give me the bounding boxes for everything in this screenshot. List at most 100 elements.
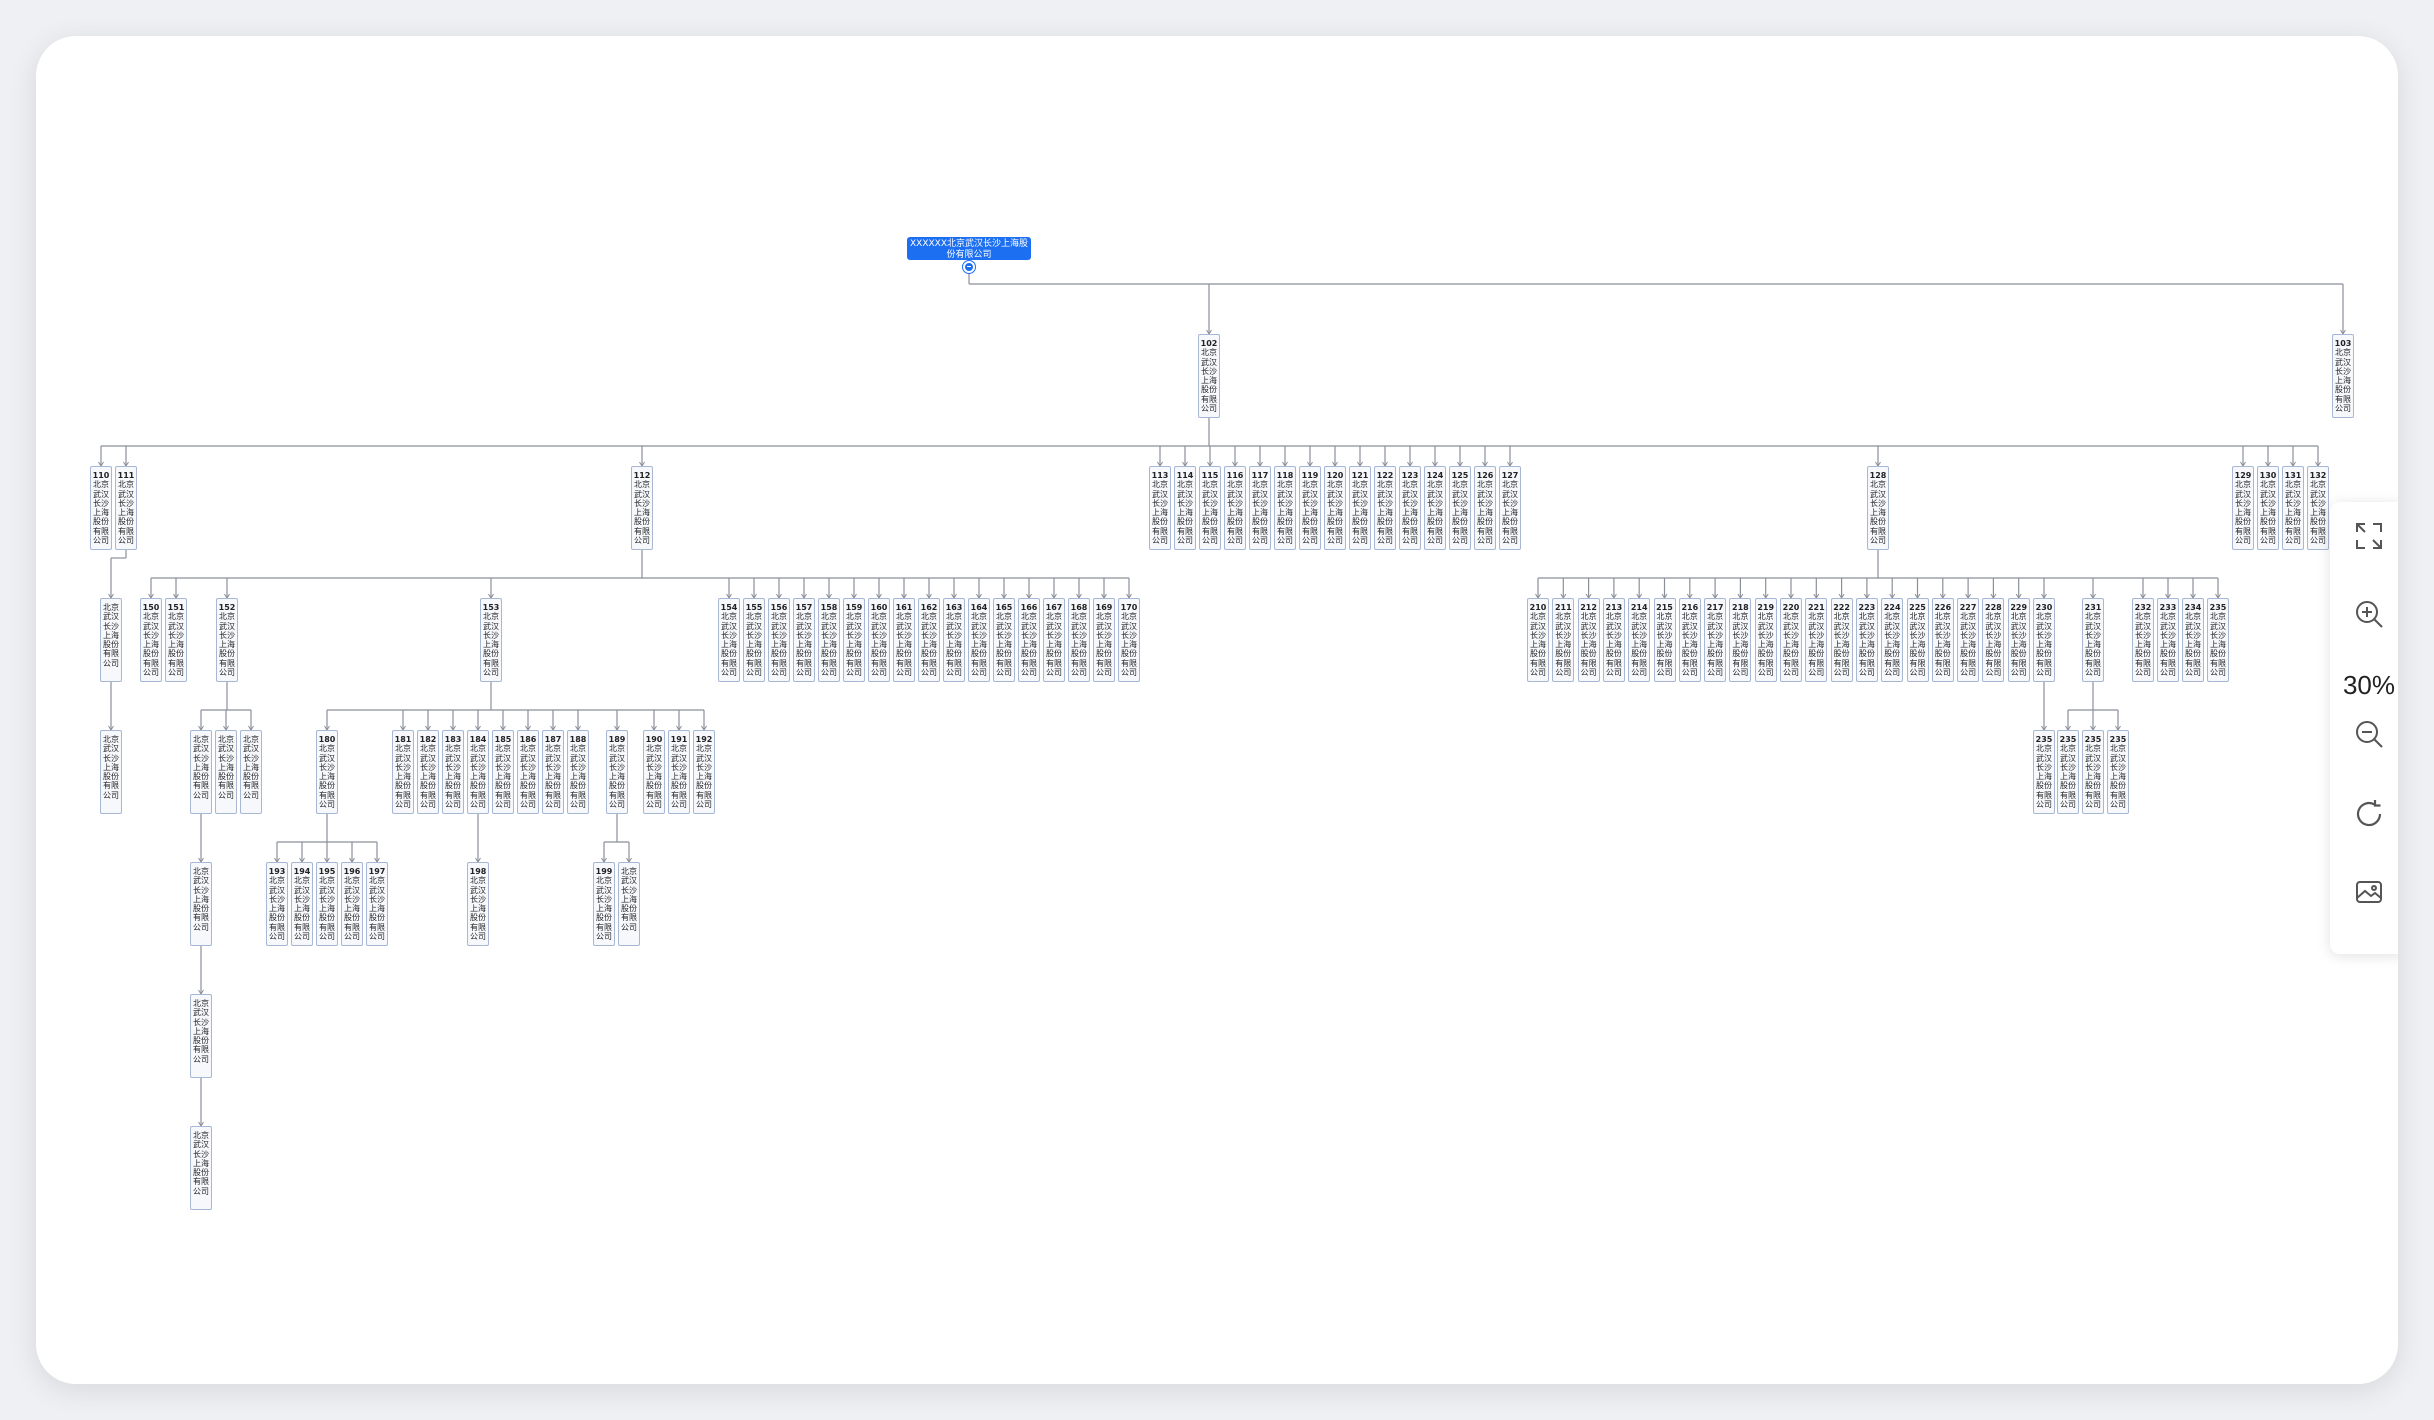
org-node[interactable]: 235 北京武汉长沙上海股份有限公司: [2033, 730, 2055, 814]
refresh-icon[interactable]: [2349, 794, 2389, 834]
org-node[interactable]: 北京武汉长沙上海股份有限公司: [190, 730, 212, 814]
org-node[interactable]: 195 北京武汉长沙上海股份有限公司: [316, 862, 338, 946]
org-node[interactable]: 北京武汉长沙上海股份有限公司: [618, 862, 640, 946]
org-node[interactable]: 213 北京武汉长沙上海股份有限公司: [1602, 598, 1625, 682]
org-node[interactable]: 216 北京武汉长沙上海股份有限公司: [1678, 598, 1701, 682]
org-node[interactable]: 210 北京武汉长沙上海股份有限公司: [1527, 598, 1549, 682]
org-node[interactable]: 121 北京武汉长沙上海股份有限公司: [1349, 466, 1371, 550]
org-node[interactable]: 212 北京武汉长沙上海股份有限公司: [1577, 598, 1600, 682]
org-node[interactable]: 127 北京武汉长沙上海股份有限公司: [1499, 466, 1521, 550]
zoom-out-icon[interactable]: [2349, 714, 2389, 754]
org-node[interactable]: 159 北京武汉长沙上海股份有限公司: [843, 598, 865, 682]
canvas[interactable]: XXXXXX北京武汉长沙上海股份有限公司 102 北京武汉长沙上海股份有限公司 103…: [36, 36, 2398, 1384]
org-node[interactable]: 114 北京武汉长沙上海股份有限公司: [1174, 466, 1196, 550]
org-node[interactable]: 214 北京武汉长沙上海股份有限公司: [1628, 598, 1651, 682]
org-node[interactable]: 196 北京武汉长沙上海股份有限公司: [341, 862, 363, 946]
org-node[interactable]: 235 北京武汉长沙上海股份有限公司: [2107, 730, 2129, 814]
org-node[interactable]: 185 北京武汉长沙上海股份有限公司: [492, 730, 514, 814]
org-node[interactable]: 162 北京武汉长沙上海股份有限公司: [918, 598, 940, 682]
org-node[interactable]: 180 北京武汉长沙上海股份有限公司: [316, 730, 338, 814]
org-node[interactable]: 129 北京武汉长沙上海股份有限公司: [2232, 466, 2254, 550]
org-node[interactable]: 227 北京武汉长沙上海股份有限公司: [1957, 598, 1980, 682]
org-node[interactable]: 218 北京武汉长沙上海股份有限公司: [1729, 598, 1752, 682]
org-node[interactable]: 168 北京武汉长沙上海股份有限公司: [1068, 598, 1090, 682]
org-node[interactable]: 169 北京武汉长沙上海股份有限公司: [1093, 598, 1115, 682]
org-node[interactable]: 102 北京武汉长沙上海股份有限公司: [1198, 334, 1220, 418]
org-node[interactable]: 186 北京武汉长沙上海股份有限公司: [517, 730, 539, 814]
org-node[interactable]: 235 北京武汉长沙上海股份有限公司: [2082, 730, 2104, 814]
org-node[interactable]: 163 北京武汉长沙上海股份有限公司: [943, 598, 965, 682]
zoom-in-icon[interactable]: [2349, 594, 2389, 634]
org-node[interactable]: 北京武汉长沙上海股份有限公司: [215, 730, 237, 814]
org-node[interactable]: 155 北京武汉长沙上海股份有限公司: [743, 598, 765, 682]
org-node[interactable]: 117 北京武汉长沙上海股份有限公司: [1249, 466, 1271, 550]
collapse-toggle-icon[interactable]: [963, 261, 975, 273]
org-node[interactable]: 182 北京武汉长沙上海股份有限公司: [417, 730, 439, 814]
org-node[interactable]: 165 北京武汉长沙上海股份有限公司: [993, 598, 1015, 682]
org-node[interactable]: 191 北京武汉长沙上海股份有限公司: [668, 730, 690, 814]
org-node[interactable]: 130 北京武汉长沙上海股份有限公司: [2257, 466, 2279, 550]
org-node[interactable]: 157 北京武汉长沙上海股份有限公司: [793, 598, 815, 682]
org-node[interactable]: 224 北京武汉长沙上海股份有限公司: [1881, 598, 1904, 682]
org-node[interactable]: 北京武汉长沙上海股份有限公司: [190, 1126, 212, 1210]
org-node[interactable]: 110 北京武汉长沙上海股份有限公司: [90, 466, 112, 550]
org-node[interactable]: 232 北京武汉长沙上海股份有限公司: [2132, 598, 2154, 682]
org-node[interactable]: 223 北京武汉长沙上海股份有限公司: [1855, 598, 1878, 682]
org-node[interactable]: 122 北京武汉长沙上海股份有限公司: [1374, 466, 1396, 550]
org-node[interactable]: 152 北京武汉长沙上海股份有限公司: [216, 598, 238, 682]
org-node[interactable]: 115 北京武汉长沙上海股份有限公司: [1199, 466, 1221, 550]
org-node[interactable]: 166 北京武汉长沙上海股份有限公司: [1018, 598, 1040, 682]
org-node[interactable]: 226 北京武汉长沙上海股份有限公司: [1931, 598, 1954, 682]
org-node[interactable]: 188 北京武汉长沙上海股份有限公司: [567, 730, 589, 814]
org-node[interactable]: 228 北京武汉长沙上海股份有限公司: [1982, 598, 2005, 682]
org-node[interactable]: 225 北京武汉长沙上海股份有限公司: [1906, 598, 1929, 682]
org-node[interactable]: 184 北京武汉长沙上海股份有限公司: [467, 730, 489, 814]
org-node[interactable]: 158 北京武汉长沙上海股份有限公司: [818, 598, 840, 682]
org-node[interactable]: 116 北京武汉长沙上海股份有限公司: [1224, 466, 1246, 550]
org-node[interactable]: 151 北京武汉长沙上海股份有限公司: [165, 598, 187, 682]
org-node[interactable]: 124 北京武汉长沙上海股份有限公司: [1424, 466, 1446, 550]
org-node[interactable]: 217 北京武汉长沙上海股份有限公司: [1704, 598, 1727, 682]
org-node[interactable]: 235 北京武汉长沙上海股份有限公司: [2057, 730, 2079, 814]
org-node[interactable]: 193 北京武汉长沙上海股份有限公司: [266, 862, 288, 946]
org-node[interactable]: 150 北京武汉长沙上海股份有限公司: [140, 598, 162, 682]
org-node[interactable]: 221 北京武汉长沙上海股份有限公司: [1805, 598, 1828, 682]
org-node[interactable]: 197 北京武汉长沙上海股份有限公司: [366, 862, 388, 946]
org-node[interactable]: 234 北京武汉长沙上海股份有限公司: [2182, 598, 2204, 682]
org-node[interactable]: 220 北京武汉长沙上海股份有限公司: [1780, 598, 1802, 682]
org-node[interactable]: 113 北京武汉长沙上海股份有限公司: [1149, 466, 1171, 550]
org-node[interactable]: 118 北京武汉长沙上海股份有限公司: [1274, 466, 1296, 550]
org-node[interactable]: 北京武汉长沙上海股份有限公司: [190, 862, 212, 946]
org-node[interactable]: 190 北京武汉长沙上海股份有限公司: [643, 730, 665, 814]
org-node[interactable]: 167 北京武汉长沙上海股份有限公司: [1043, 598, 1065, 682]
org-node[interactable]: 187 北京武汉长沙上海股份有限公司: [542, 730, 564, 814]
org-node[interactable]: 131 北京武汉长沙上海股份有限公司: [2282, 466, 2304, 550]
org-node[interactable]: 154 北京武汉长沙上海股份有限公司: [718, 598, 740, 682]
org-node[interactable]: 125 北京武汉长沙上海股份有限公司: [1449, 466, 1471, 550]
org-node[interactable]: 198 北京武汉长沙上海股份有限公司: [467, 862, 489, 946]
org-node[interactable]: 160 北京武汉长沙上海股份有限公司: [868, 598, 890, 682]
org-node[interactable]: 183 北京武汉长沙上海股份有限公司: [442, 730, 464, 814]
org-node[interactable]: 229 北京武汉长沙上海股份有限公司: [2007, 598, 2030, 682]
root-node[interactable]: XXXXXX北京武汉长沙上海股份有限公司: [907, 237, 1031, 260]
org-node[interactable]: 222 北京武汉长沙上海股份有限公司: [1830, 598, 1853, 682]
org-node[interactable]: 123 北京武汉长沙上海股份有限公司: [1399, 466, 1421, 550]
org-node[interactable]: 156 北京武汉长沙上海股份有限公司: [768, 598, 790, 682]
org-node[interactable]: 112 北京武汉长沙上海股份有限公司: [631, 466, 653, 550]
org-node[interactable]: 181 北京武汉长沙上海股份有限公司: [392, 730, 414, 814]
org-node[interactable]: 170 北京武汉长沙上海股份有限公司: [1118, 598, 1140, 682]
fit-screen-icon[interactable]: [2349, 516, 2389, 556]
org-node[interactable]: 北京武汉长沙上海股份有限公司: [100, 598, 122, 682]
org-node[interactable]: 161 北京武汉长沙上海股份有限公司: [893, 598, 915, 682]
org-node[interactable]: 北京武汉长沙上海股份有限公司: [100, 730, 122, 814]
org-node[interactable]: 215 北京武汉长沙上海股份有限公司: [1653, 598, 1676, 682]
org-node[interactable]: 119 北京武汉长沙上海股份有限公司: [1299, 466, 1321, 550]
org-node[interactable]: 192 北京武汉长沙上海股份有限公司: [693, 730, 715, 814]
org-node[interactable]: 233 北京武汉长沙上海股份有限公司: [2157, 598, 2179, 682]
org-node[interactable]: 231 北京武汉长沙上海股份有限公司: [2082, 598, 2104, 682]
org-node[interactable]: 164 北京武汉长沙上海股份有限公司: [968, 598, 990, 682]
org-node[interactable]: 211 北京武汉长沙上海股份有限公司: [1552, 598, 1575, 682]
org-node[interactable]: 103 北京武汉长沙上海股份有限公司: [2332, 334, 2354, 418]
org-node[interactable]: 132 北京武汉长沙上海股份有限公司: [2307, 466, 2329, 550]
org-node[interactable]: 北京武汉长沙上海股份有限公司: [190, 994, 212, 1078]
